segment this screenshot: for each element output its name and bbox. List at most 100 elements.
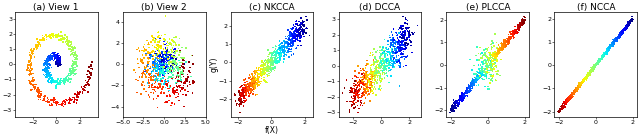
Point <box>145 52 156 54</box>
Point <box>393 46 403 49</box>
Point <box>594 59 604 61</box>
Point <box>44 78 54 80</box>
Point <box>175 65 185 67</box>
Point <box>392 37 403 39</box>
Point <box>510 31 520 33</box>
Point <box>484 69 495 71</box>
Point <box>364 76 374 79</box>
Point <box>476 74 486 76</box>
Point <box>388 39 399 41</box>
Point <box>161 55 172 57</box>
Point <box>47 57 58 59</box>
Point <box>468 83 479 85</box>
Point <box>505 38 515 40</box>
Point <box>395 62 405 64</box>
Point <box>394 36 404 38</box>
Point <box>362 88 372 91</box>
Point <box>300 31 310 33</box>
Point <box>582 75 593 77</box>
Point <box>495 43 506 45</box>
Point <box>559 104 569 106</box>
Point <box>356 80 367 82</box>
Point <box>49 99 60 101</box>
Point <box>138 70 148 72</box>
Point <box>447 107 457 109</box>
Point <box>151 60 161 63</box>
Point <box>42 62 52 64</box>
Point <box>153 36 163 38</box>
Point <box>266 70 276 72</box>
Point <box>470 78 480 81</box>
Point <box>143 65 154 67</box>
Point <box>457 94 467 96</box>
Point <box>460 96 470 98</box>
Point <box>483 61 493 63</box>
Point <box>148 67 159 69</box>
Point <box>387 56 397 58</box>
Point <box>260 64 271 66</box>
Point <box>578 79 588 82</box>
Point <box>63 45 74 48</box>
Point <box>157 77 168 79</box>
Point <box>475 76 485 78</box>
Point <box>563 101 573 103</box>
Point <box>453 102 463 104</box>
Point <box>292 37 303 39</box>
Point <box>495 49 505 51</box>
Point <box>352 94 362 96</box>
Point <box>52 55 63 57</box>
Point <box>568 91 579 94</box>
Point <box>556 105 566 107</box>
Point <box>147 84 157 86</box>
Point <box>250 79 260 82</box>
Point <box>56 104 67 106</box>
Point <box>401 64 411 67</box>
Point <box>574 85 584 87</box>
Point <box>42 62 52 64</box>
Point <box>282 54 292 56</box>
Point <box>360 87 371 89</box>
Point <box>42 100 52 102</box>
Point <box>148 62 158 64</box>
Point <box>390 46 400 48</box>
Point <box>173 78 183 80</box>
Point <box>44 59 54 61</box>
Point <box>482 67 492 69</box>
Point <box>56 63 67 65</box>
Point <box>380 50 390 52</box>
Point <box>360 89 370 91</box>
Point <box>298 28 308 30</box>
Point <box>482 68 492 70</box>
Point <box>35 41 45 43</box>
Point <box>502 37 513 40</box>
Point <box>497 49 508 51</box>
Point <box>337 92 348 94</box>
Point <box>152 63 162 65</box>
Point <box>595 57 605 59</box>
Point <box>607 45 617 47</box>
Point <box>369 62 380 64</box>
Point <box>71 63 81 65</box>
Point <box>353 96 364 98</box>
Point <box>460 94 470 96</box>
Point <box>482 48 492 50</box>
Point <box>564 99 574 101</box>
Point <box>598 54 608 56</box>
Point <box>564 95 574 98</box>
Point <box>474 68 484 70</box>
Point <box>467 83 477 86</box>
Point <box>250 87 260 89</box>
Point <box>62 79 72 81</box>
Point <box>385 53 395 55</box>
Point <box>42 58 52 60</box>
Point <box>163 80 173 82</box>
Point <box>488 66 499 68</box>
Point <box>458 95 468 97</box>
Point <box>559 101 570 103</box>
Point <box>365 79 375 81</box>
Point <box>381 61 392 63</box>
Point <box>51 62 61 65</box>
Point <box>359 73 369 75</box>
Point <box>362 87 372 89</box>
Point <box>148 61 158 63</box>
